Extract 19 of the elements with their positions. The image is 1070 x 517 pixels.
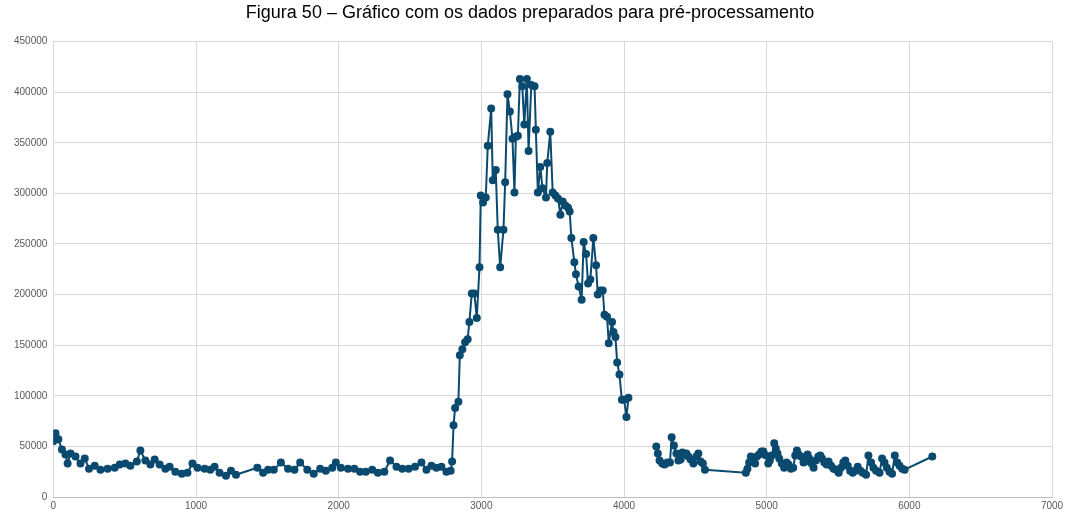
x-tick-label: 5000	[755, 499, 779, 511]
y-tick-label: 100000	[13, 389, 48, 401]
y-tick-label: 250000	[13, 237, 48, 249]
x-tick-label: 0	[50, 499, 57, 511]
y-tick-label: 350000	[13, 136, 48, 148]
y-tick-label: 300000	[13, 187, 48, 199]
x-tick-label: 6000	[898, 499, 921, 511]
y-tick-label: 200000	[13, 288, 48, 300]
x-tick-label: 4000	[612, 499, 636, 511]
x-tick-label: 2000	[327, 499, 351, 511]
x-tick-label: 3000	[470, 499, 493, 511]
y-tick-label: 0	[41, 490, 48, 502]
y-tick-label: 150000	[13, 338, 48, 350]
y-tick-label: 50000	[19, 440, 48, 452]
x-tick-label: 7000	[1040, 499, 1064, 511]
y-tick-label: 450000	[13, 35, 48, 47]
x-tick-label: 1000	[184, 499, 208, 511]
y-tick-label: 400000	[13, 85, 48, 97]
chart-title: Figura 50 – Gráfico com os dados preparados para pré-processamento	[245, 1, 815, 22]
